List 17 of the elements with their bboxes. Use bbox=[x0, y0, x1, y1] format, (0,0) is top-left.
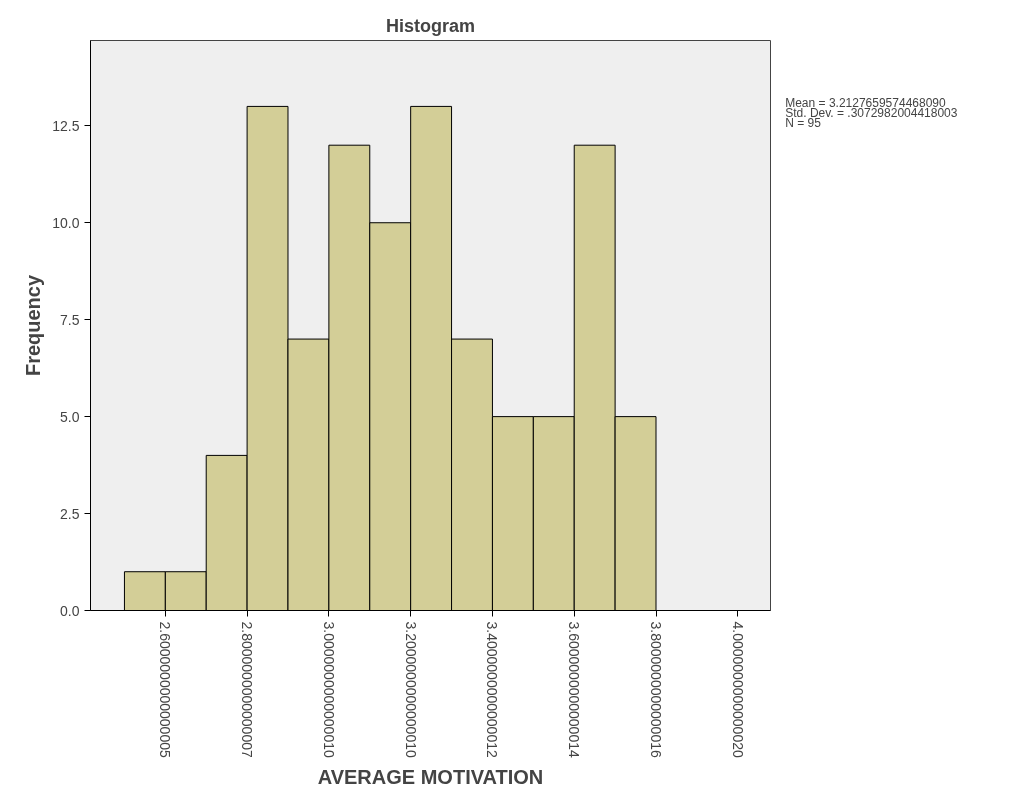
x-tick-label: 3.8000000000000016 bbox=[648, 621, 665, 758]
chart-title: Histogram bbox=[385, 15, 476, 36]
x-tick-label: 3.0000000000000010 bbox=[320, 621, 337, 758]
x-tick-label: 2.6000000000000005 bbox=[157, 621, 174, 758]
y-tick-label: 0.0 bbox=[60, 602, 80, 619]
y-tick-label: 12.5 bbox=[52, 117, 80, 134]
x-axis-title: AVERAGE MOTIVATION bbox=[317, 765, 544, 788]
y-tick-label: 10.0 bbox=[52, 214, 80, 231]
y-tick-label: 7.5 bbox=[60, 311, 80, 328]
x-tick-label: 3.2000000000000010 bbox=[402, 621, 419, 758]
x-tick-label: 3.6000000000000014 bbox=[566, 621, 583, 758]
x-tick-label: 4.0000000000000020 bbox=[729, 621, 746, 758]
x-tick-label: 2.8000000000000007 bbox=[239, 621, 256, 758]
y-axis-title: Frequency bbox=[22, 274, 45, 377]
y-tick-label: 2.5 bbox=[60, 505, 80, 522]
y-tick-label: 5.0 bbox=[60, 408, 80, 425]
x-tick-label: 3.4000000000000012 bbox=[484, 621, 501, 758]
